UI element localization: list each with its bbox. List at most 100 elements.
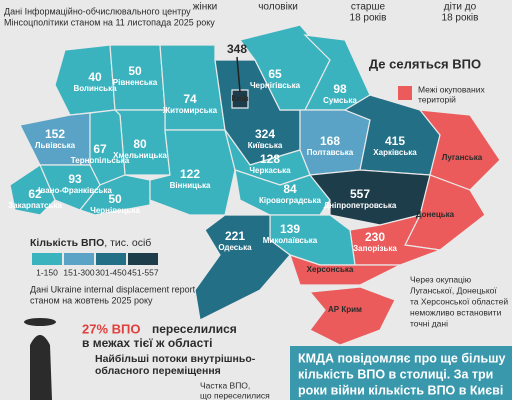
region-name: Миколаївська [263,236,318,245]
region-name: Кіровоградська [259,196,322,205]
map-note: Через окупацію [410,274,472,284]
region-value: 415 [385,134,405,148]
box-text: роки війни кількість ВПО в Києві [298,383,503,397]
region [231,89,249,109]
region-name: Дніпропетровська [324,201,397,210]
callout-text: переселилися [152,322,237,336]
region-name: АР Крим [328,305,362,314]
info-box [290,346,512,400]
map-note: Луганської, Донецької [410,285,497,295]
region-name: Черкаська [249,166,291,175]
region-value: 84 [283,182,297,196]
region [9,164,56,216]
legend-title: Кількість ВПО, тис. осіб [30,237,151,249]
region-name: Київська [248,141,283,150]
legend-swatch [128,253,158,265]
map [9,24,501,346]
map-note: точні дані [410,318,448,328]
legend-label: 151-300 [63,267,94,277]
source-text: Дані Інформаційно-обчислювального центру [4,6,191,16]
region-name: Рівненська [113,78,158,87]
region-name: Житомирська [162,106,218,115]
legend-swatch [96,253,126,265]
kyiv-pointer [236,56,241,93]
legend-label: 451-557 [127,267,158,277]
occupied-swatch [398,86,412,100]
region-name: Запорізька [353,244,397,253]
legend-title-part: Кількість ВПО [30,237,104,249]
region [308,286,396,346]
region-name: Донецька [416,210,455,219]
region-value: 557 [350,187,370,201]
region-name: Херсонська [307,265,354,274]
map-note: та Херсонської областей [410,296,508,306]
region-value: 168 [320,134,340,148]
region-name: Вінницька [170,181,211,190]
region-name: Волинська [73,84,117,93]
callout-subtitle: Найбільші потоки внутрішньо- [95,353,256,365]
silhouette-hat [24,318,56,326]
region-value: 67 [93,142,107,156]
region-value: 221 [225,229,245,243]
region-value: 139 [280,222,300,236]
legend-source: Дані Ukraine internal displacement repor… [30,284,196,294]
region-value: 152 [45,127,65,141]
region-name: Луганська [442,153,483,162]
region-value: 324 [255,127,275,141]
silhouette [30,335,52,400]
legend-label: 1-150 [36,267,58,277]
region-value: 98 [333,82,347,96]
region-name: Чернівецька [90,206,140,215]
region-value: 62 [28,187,42,201]
map-title: Де селяться ВПО [369,56,481,71]
region-value: 80 [133,137,147,151]
region-name: Одеська [218,243,252,252]
region-name: Хмельницька [113,151,167,160]
region-name: Закарпатська [8,201,62,210]
region-value: 230 [365,230,385,244]
source-text: Мінсоцполітики станом на 11 листопада 20… [4,17,215,27]
column-header: діти до [444,2,477,13]
column-header: чоловіки [258,2,298,13]
occupied-label: територій [418,94,456,104]
callout-highlight: 27% ВПО [82,321,140,336]
region-value: 122 [180,167,200,181]
region-name: Тернопільська [71,156,130,165]
column-header: старше [351,2,386,13]
region-name: Чернігівська [250,81,301,90]
column-header: 18 років [350,13,387,24]
region-value: 93 [68,172,82,186]
callout-subtitle: обласного переміщення [95,365,221,377]
region [289,254,401,286]
region-value: 50 [128,64,142,78]
box-text: кількість ВПО в столиці. За три [298,367,493,381]
region-value: 348 [227,42,247,56]
region [194,214,291,321]
legend-title-part: , тис. осіб [104,237,151,249]
callout-text: в межах тієї ж області [82,336,212,350]
region [159,44,226,131]
occupied-label: Межі окупованих [418,84,485,94]
region-name: Львівська [35,141,76,150]
share-label: Частка ВПО, [200,380,250,390]
column-header: жінки [193,2,217,13]
region [234,169,331,216]
region-name: Сумська [323,96,357,105]
legend-source: станом на жовтень 2025 року [30,295,153,305]
region-name: Харківська [373,148,417,157]
region-name: Івано-Франківська [38,186,112,195]
region-value: 50 [108,192,122,206]
region-name: Полтавська [307,148,354,157]
region-value: 40 [88,70,102,84]
map-note: неможливо встановити [410,307,502,317]
legend-swatch [32,253,62,265]
share-label: що переселилися [200,390,270,400]
box-text: КМДА повідомляє про ще більшу [298,351,506,365]
legend-label: 301-450 [95,267,126,277]
region-name: Київ [232,94,249,103]
legend-swatch [64,253,94,265]
region-value: 128 [260,152,280,166]
region-value: 65 [268,67,282,81]
region-value: 74 [183,92,197,106]
